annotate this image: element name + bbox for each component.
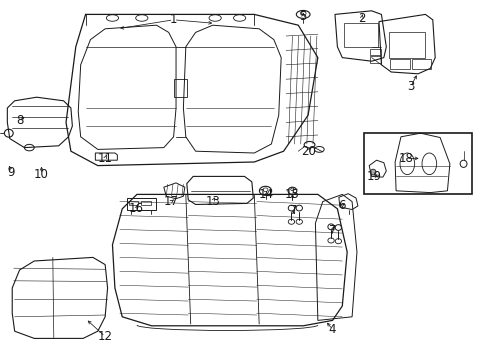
Text: 2: 2 (357, 12, 365, 24)
Text: 4: 4 (328, 323, 336, 336)
Bar (411, 59, 430, 69)
Ellipse shape (369, 169, 375, 175)
Text: 19: 19 (366, 170, 381, 183)
Text: 9: 9 (7, 166, 15, 179)
Text: 6: 6 (338, 199, 346, 212)
Text: 8: 8 (16, 114, 23, 127)
Text: 17: 17 (163, 195, 178, 208)
Bar (364, 133, 471, 194)
Bar (173, 79, 187, 97)
Bar (369, 49, 380, 55)
Text: 1: 1 (169, 13, 177, 26)
Bar (127, 198, 155, 210)
Text: 12: 12 (98, 330, 112, 343)
Text: 11: 11 (98, 152, 112, 165)
Text: 7: 7 (289, 204, 297, 217)
Bar (389, 59, 409, 69)
Bar (388, 32, 425, 58)
Text: 3: 3 (406, 80, 414, 93)
Bar (343, 23, 377, 47)
Text: 20: 20 (300, 145, 315, 158)
Bar (128, 201, 138, 205)
Text: 14: 14 (259, 188, 273, 201)
Bar (141, 201, 150, 205)
Text: 7: 7 (328, 224, 336, 237)
Text: 15: 15 (285, 188, 299, 201)
Text: 13: 13 (205, 195, 220, 208)
Bar (369, 56, 380, 63)
Text: 18: 18 (398, 152, 412, 165)
Text: 5: 5 (299, 10, 306, 23)
Text: 10: 10 (34, 168, 49, 181)
Text: 16: 16 (128, 202, 143, 215)
